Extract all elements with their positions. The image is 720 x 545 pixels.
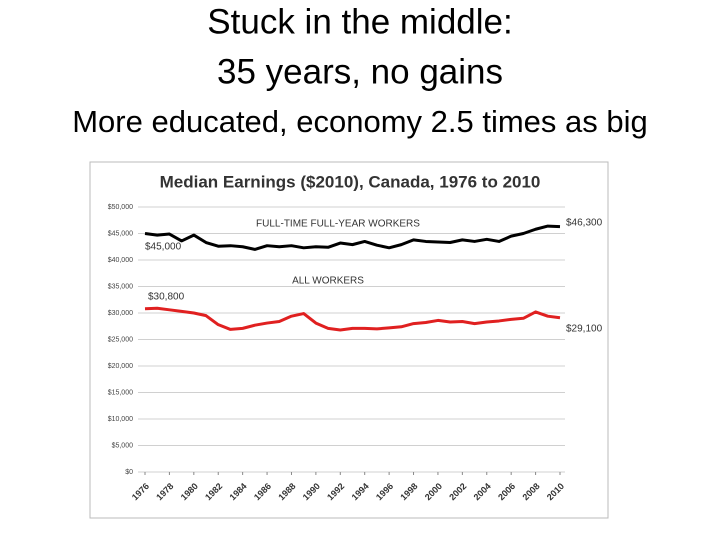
slide-title: Stuck in the middle:: [207, 2, 512, 41]
y-tick-label: $45,000: [108, 230, 133, 237]
chart-title: Median Earnings ($2010), Canada, 1976 to…: [160, 172, 541, 191]
data-label: $29,100: [566, 324, 603, 335]
slide-subtitle: More educated, economy 2.5 times as big: [72, 104, 648, 139]
y-tick-label: $40,000: [108, 257, 133, 264]
series-name: ALL WORKERS: [292, 276, 364, 287]
y-tick-label: $50,000: [108, 204, 133, 211]
data-label: $45,000: [145, 242, 182, 253]
y-tick-label: $25,000: [108, 336, 133, 343]
series-name: FULL-TIME FULL-YEAR WORKERS: [256, 219, 420, 230]
y-tick-label: $10,000: [108, 416, 133, 423]
y-tick-label: $20,000: [108, 363, 133, 370]
y-tick-label: $5,000: [112, 442, 134, 449]
data-label: $30,800: [148, 292, 185, 303]
y-tick-label: $35,000: [108, 283, 133, 290]
series-line: [144, 306, 561, 332]
slide-title: 35 years, no gains: [217, 52, 503, 91]
y-tick-label: $15,000: [108, 389, 133, 396]
y-tick-label: $30,000: [108, 310, 133, 317]
data-label: $46,300: [566, 218, 603, 229]
series-line: [144, 224, 561, 251]
y-tick-label: $0: [125, 469, 133, 476]
